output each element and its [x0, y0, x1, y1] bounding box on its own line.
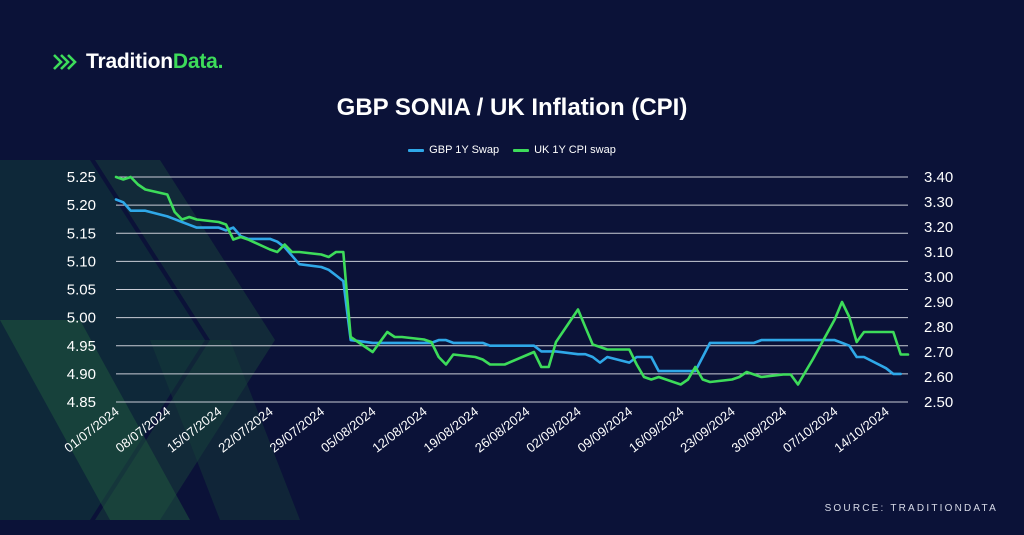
x-tick-label: 22/07/2024 [215, 404, 276, 456]
y-right-tick-label: 3.20 [924, 219, 953, 236]
x-tick-label: 09/09/2024 [575, 404, 636, 456]
x-tick-label: 08/07/2024 [113, 404, 174, 456]
y-left-tick-label: 5.15 [67, 225, 96, 242]
brand-name-part1: Tradition [86, 50, 173, 73]
source-caption: SOURCE: TRADITIONDATA [824, 503, 998, 514]
y-right-tick-label: 3.10 [924, 244, 953, 261]
legend-item-gbp: GBP 1Y Swap [408, 144, 499, 156]
y-left-tick-label: 5.10 [67, 253, 96, 270]
brand-name-part2: Data. [172, 50, 224, 73]
y-right-tick-label: 3.40 [924, 169, 953, 186]
legend-swatch-cpi [513, 148, 530, 152]
x-tick-label: 29/07/2024 [267, 404, 328, 456]
x-tick-label: 02/09/2024 [523, 404, 584, 456]
x-tick-label: 16/09/2024 [626, 404, 687, 456]
y-left-tick-label: 4.95 [67, 338, 96, 355]
y-left-tick-label: 5.05 [67, 282, 96, 299]
y-right-tick-label: 3.30 [924, 194, 953, 211]
y-right-tick-label: 2.80 [924, 319, 953, 336]
x-tick-label: 01/07/2024 [61, 404, 122, 456]
legend-label-cpi: UK 1Y CPI swap [534, 144, 616, 156]
stacked-chevrons-icon [53, 54, 77, 70]
chart-title: GBP SONIA / UK Inflation (CPI) [336, 94, 688, 121]
x-tick-label: 23/09/2024 [677, 404, 738, 456]
series-line-uk-1y-cpi-swap [114, 175, 910, 386]
brand-logo: TraditionData. [52, 50, 223, 74]
x-tick-label: 05/08/2024 [318, 404, 379, 456]
x-tick-label: 30/09/2024 [729, 404, 790, 456]
x-tick-label: 14/10/2024 [831, 404, 892, 456]
legend-swatch-gbp [408, 148, 425, 152]
brand-name: TraditionData. [86, 50, 223, 74]
x-tick-label: 15/07/2024 [164, 404, 225, 456]
y-right-tick-label: 2.50 [924, 394, 953, 411]
y-right-tick-label: 2.70 [924, 344, 953, 361]
x-tick-label: 19/08/2024 [421, 404, 482, 456]
y-right-tick-label: 2.60 [924, 369, 953, 386]
legend-item-cpi: UK 1Y CPI swap [513, 144, 616, 156]
x-tick-label: 07/10/2024 [780, 404, 841, 456]
y-right-tick-label: 3.00 [924, 269, 953, 286]
y-left-tick-label: 5.25 [67, 169, 96, 186]
y-left-tick-label: 4.90 [67, 366, 96, 383]
x-tick-label: 26/08/2024 [472, 404, 533, 456]
y-left-tick-label: 5.20 [67, 197, 96, 214]
y-left-tick-label: 4.85 [67, 394, 96, 411]
y-left-tick-label: 5.00 [67, 310, 96, 327]
y-right-tick-label: 2.90 [924, 294, 953, 311]
legend-label-gbp: GBP 1Y Swap [429, 144, 500, 156]
x-tick-label: 12/08/2024 [369, 404, 430, 456]
chart-legend: GBP 1Y Swap UK 1Y CPI swap [0, 144, 1024, 156]
series-line-gbp-1y-swap [114, 198, 902, 376]
